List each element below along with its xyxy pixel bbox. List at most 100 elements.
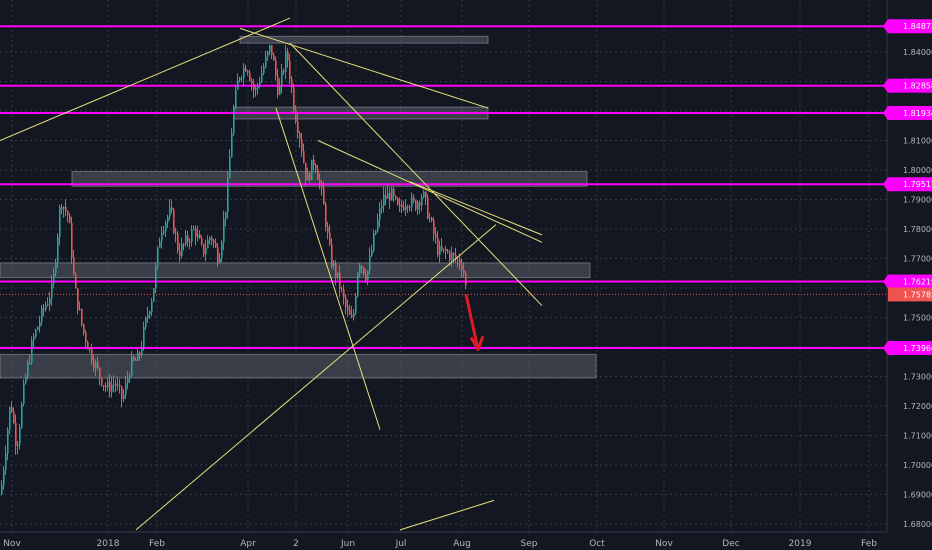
candle-body [179,250,181,257]
candle-body [259,82,261,85]
candle-body [167,216,169,223]
time-tick-label: 2 [293,539,299,549]
candle-body [271,45,273,56]
level-price-label: 1.82858 [903,82,932,91]
candle-body [435,234,437,238]
level-price-tag-pointer [883,177,888,192]
candle-body [389,192,391,201]
candle-body [239,77,241,80]
candles [1,44,467,496]
candle-body [169,207,171,217]
candle-body [383,195,385,207]
candle-body [361,265,363,268]
level-price-tag [888,78,932,93]
price-labels: 1.84873 1.82858 1.81934 1.79517 1.76219 1.739… [883,19,932,356]
candle-body [433,220,435,235]
candle-body [457,259,459,261]
candle-body [311,159,313,181]
candle-body [159,241,161,248]
candle-body [125,383,127,395]
candle-body [343,289,345,298]
candle-body [195,228,197,238]
time-tick-label: Dec [722,539,739,549]
candle-body [325,204,327,228]
candle-body [115,383,117,386]
candle-body [251,80,253,84]
candle-body [3,469,5,486]
candle-body [183,243,185,245]
candle-body [277,75,279,95]
candle-body [145,317,147,327]
price-tick-label: 1.81000 [903,137,932,146]
candle-body [41,307,43,322]
level-price-tag [888,274,932,289]
candle-body [387,192,389,199]
candle-body [367,270,369,280]
trendline [409,181,543,236]
candle-body [135,359,137,361]
candle-body [163,230,165,233]
candle-body [375,230,377,235]
candle-body [95,362,97,368]
time-tick-label: Sep [521,539,538,549]
candle-body [415,200,417,210]
candle-body [331,244,333,267]
candle-body [337,272,339,277]
candle-body [451,253,453,261]
candle-body [423,191,425,198]
candle-body [263,66,265,74]
candle-body [151,301,153,312]
price-zone [0,353,597,379]
candle-body [297,121,299,134]
candle-body [371,250,373,256]
candle-body [105,385,107,388]
candle-body [281,70,283,86]
candle-body [7,429,9,454]
candle-body [121,386,123,399]
candle-body [409,207,411,209]
candle-body [369,255,371,271]
candle-body [221,242,223,259]
time-tick-label: Oct [589,539,605,549]
candle-body [307,173,309,181]
candle-body [363,267,365,275]
candle-body [161,232,163,242]
candle-body [39,321,41,328]
candle-body [77,288,79,310]
candle-body [347,307,349,310]
candle-body [117,384,119,386]
time-axis[interactable]: Nov 2018 Feb Apr 2 Jun Jul Aug Sep Oct Nov Dec 2019 F… [0,531,932,550]
candle-body [405,206,407,210]
forecast-arrow [464,294,485,351]
trendline [317,140,543,243]
candle-body [373,234,375,251]
candle-body [149,311,151,315]
candle-body [109,381,111,392]
candle-body [83,324,85,333]
candle-body [399,204,401,206]
candle-body [185,235,187,244]
candle-body [99,367,101,378]
candle-body [247,71,249,73]
candle-body [93,361,95,368]
candle-body [111,384,113,392]
candle-body [377,219,379,231]
candle-body [15,422,17,447]
candle-body [237,79,239,90]
time-tick-label: Nov [655,539,673,549]
candle-body [13,411,15,423]
candle-body [413,197,415,201]
time-tick-label: 2018 [97,539,120,549]
candle-body [1,485,3,495]
time-tick-label: Jul [395,539,407,549]
candle-body [417,202,419,210]
level-price-label: 1.73966 [903,344,932,353]
time-axis-background [0,532,932,550]
candle-body [113,383,115,385]
candle-body [81,308,83,325]
candle-body [11,407,13,412]
candle-body [419,202,421,206]
candle-body [25,376,27,384]
candle-body [453,253,455,255]
